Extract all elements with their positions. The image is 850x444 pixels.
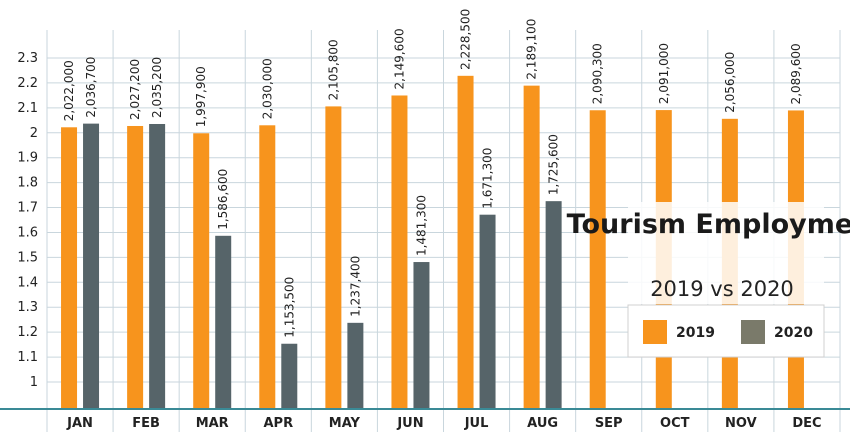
x-tick-label: NOV [725, 416, 757, 431]
data-label-2019-oct: 2,091,000 [657, 43, 671, 104]
chart-subtitle: 2019 vs 2020 [650, 277, 794, 301]
y-tick-label: 2.2 [17, 76, 38, 91]
legend-panel: Tourism Employment 2019 vs 2020 2019 202… [567, 202, 850, 358]
data-label-2019-nov: 2,056,000 [723, 52, 737, 113]
data-label-2020-apr: 1,153,500 [282, 277, 296, 338]
x-tick-label: DEC [792, 416, 821, 431]
y-tick-label: 1.2 [17, 325, 38, 340]
data-label-2019-sep: 2,090,300 [591, 43, 605, 104]
bar-2019-sep [589, 110, 606, 409]
bar-2019-feb [127, 125, 144, 410]
y-tick-label: 1.3 [17, 300, 38, 315]
y-tick-label: 1.1 [17, 350, 38, 365]
bar-2020-mar [215, 235, 232, 409]
data-label-2019-aug: 2,189,100 [525, 19, 539, 80]
data-label-2020-jun: 1,481,300 [414, 195, 428, 256]
legend-label-2019: 2019 [676, 325, 715, 341]
y-tick-label: 1.4 [17, 275, 38, 290]
x-tick-label: FEB [132, 416, 160, 431]
y-tick-label: 2 [30, 126, 38, 141]
x-tick-label: JUL [464, 416, 489, 431]
legend-label-2020: 2020 [774, 325, 813, 341]
bar-2019-aug [523, 85, 540, 409]
bar-2020-may [347, 322, 364, 409]
x-tick-label: SEP [595, 416, 623, 431]
data-label-2019-jul: 2,228,500 [459, 9, 473, 70]
data-label-2019-feb: 2,027,200 [128, 59, 142, 120]
x-tick-label: MAR [196, 416, 229, 431]
data-label-2019-jan: 2,022,000 [62, 60, 76, 121]
data-label-2020-may: 1,237,400 [348, 256, 362, 317]
data-label-2020-jan: 2,036,700 [84, 57, 98, 118]
bar-2020-jul [479, 214, 496, 409]
bar-2019-jun [391, 95, 408, 409]
y-tick-label: 1.5 [17, 250, 38, 265]
y-tick-label: 1.9 [17, 151, 38, 166]
bar-2019-may [325, 106, 342, 410]
bar-2020-apr [281, 343, 298, 409]
data-label-2019-jun: 2,149,600 [392, 28, 406, 89]
legend-swatch-2020 [741, 320, 765, 344]
data-labels: 2,022,000 2,036,700 2,027,200 2,035,200 1,99… [62, 9, 803, 338]
bar-2019-jul [457, 75, 474, 409]
bar-2020-jan [83, 123, 100, 409]
axes: 1 1.1 1.2 1.3 1.4 1.5 1.6 1.7 1.8 1.9 2 2.1 2.2 2.3 JA… [0, 51, 850, 431]
data-label-2019-may: 2,105,800 [326, 39, 340, 100]
legend-swatch-2019 [643, 320, 667, 344]
y-tick-label: 1 [30, 375, 38, 390]
x-tick-label: OCT [660, 416, 690, 431]
bar-2019-apr [259, 125, 276, 410]
bar-2020-jun [413, 262, 430, 409]
bar-2020-aug [545, 201, 562, 409]
data-label-2020-feb: 2,035,200 [150, 57, 164, 118]
x-tick-label: JUN [396, 416, 423, 431]
x-tick-label: APR [263, 416, 293, 431]
bar-2019-jan [61, 127, 78, 409]
y-tick-label: 1.7 [17, 201, 38, 216]
y-tick-label: 2.3 [17, 51, 38, 66]
chart-title: Tourism Employment [567, 209, 850, 240]
y-tick-label: 1.6 [17, 225, 38, 240]
data-label-2020-mar: 1,586,600 [216, 169, 230, 230]
bar-2020-feb [149, 123, 166, 409]
title-backdrop [628, 202, 824, 304]
data-label-2020-aug: 1,725,600 [547, 134, 561, 195]
data-label-2020-jul: 1,671,300 [481, 148, 495, 209]
data-label-2019-mar: 1,997,900 [194, 66, 208, 127]
y-tick-label: 2.1 [17, 101, 38, 116]
x-tick-label: AUG [527, 416, 558, 431]
data-label-2019-dec: 2,089,600 [789, 43, 803, 104]
bar-2019-mar [193, 133, 210, 410]
y-tick-label: 1.8 [17, 176, 38, 191]
data-label-2019-apr: 2,030,000 [260, 58, 274, 119]
legend-box [627, 304, 825, 358]
x-tick-label: JAN [66, 416, 93, 431]
x-tick-label: MAY [329, 416, 361, 431]
